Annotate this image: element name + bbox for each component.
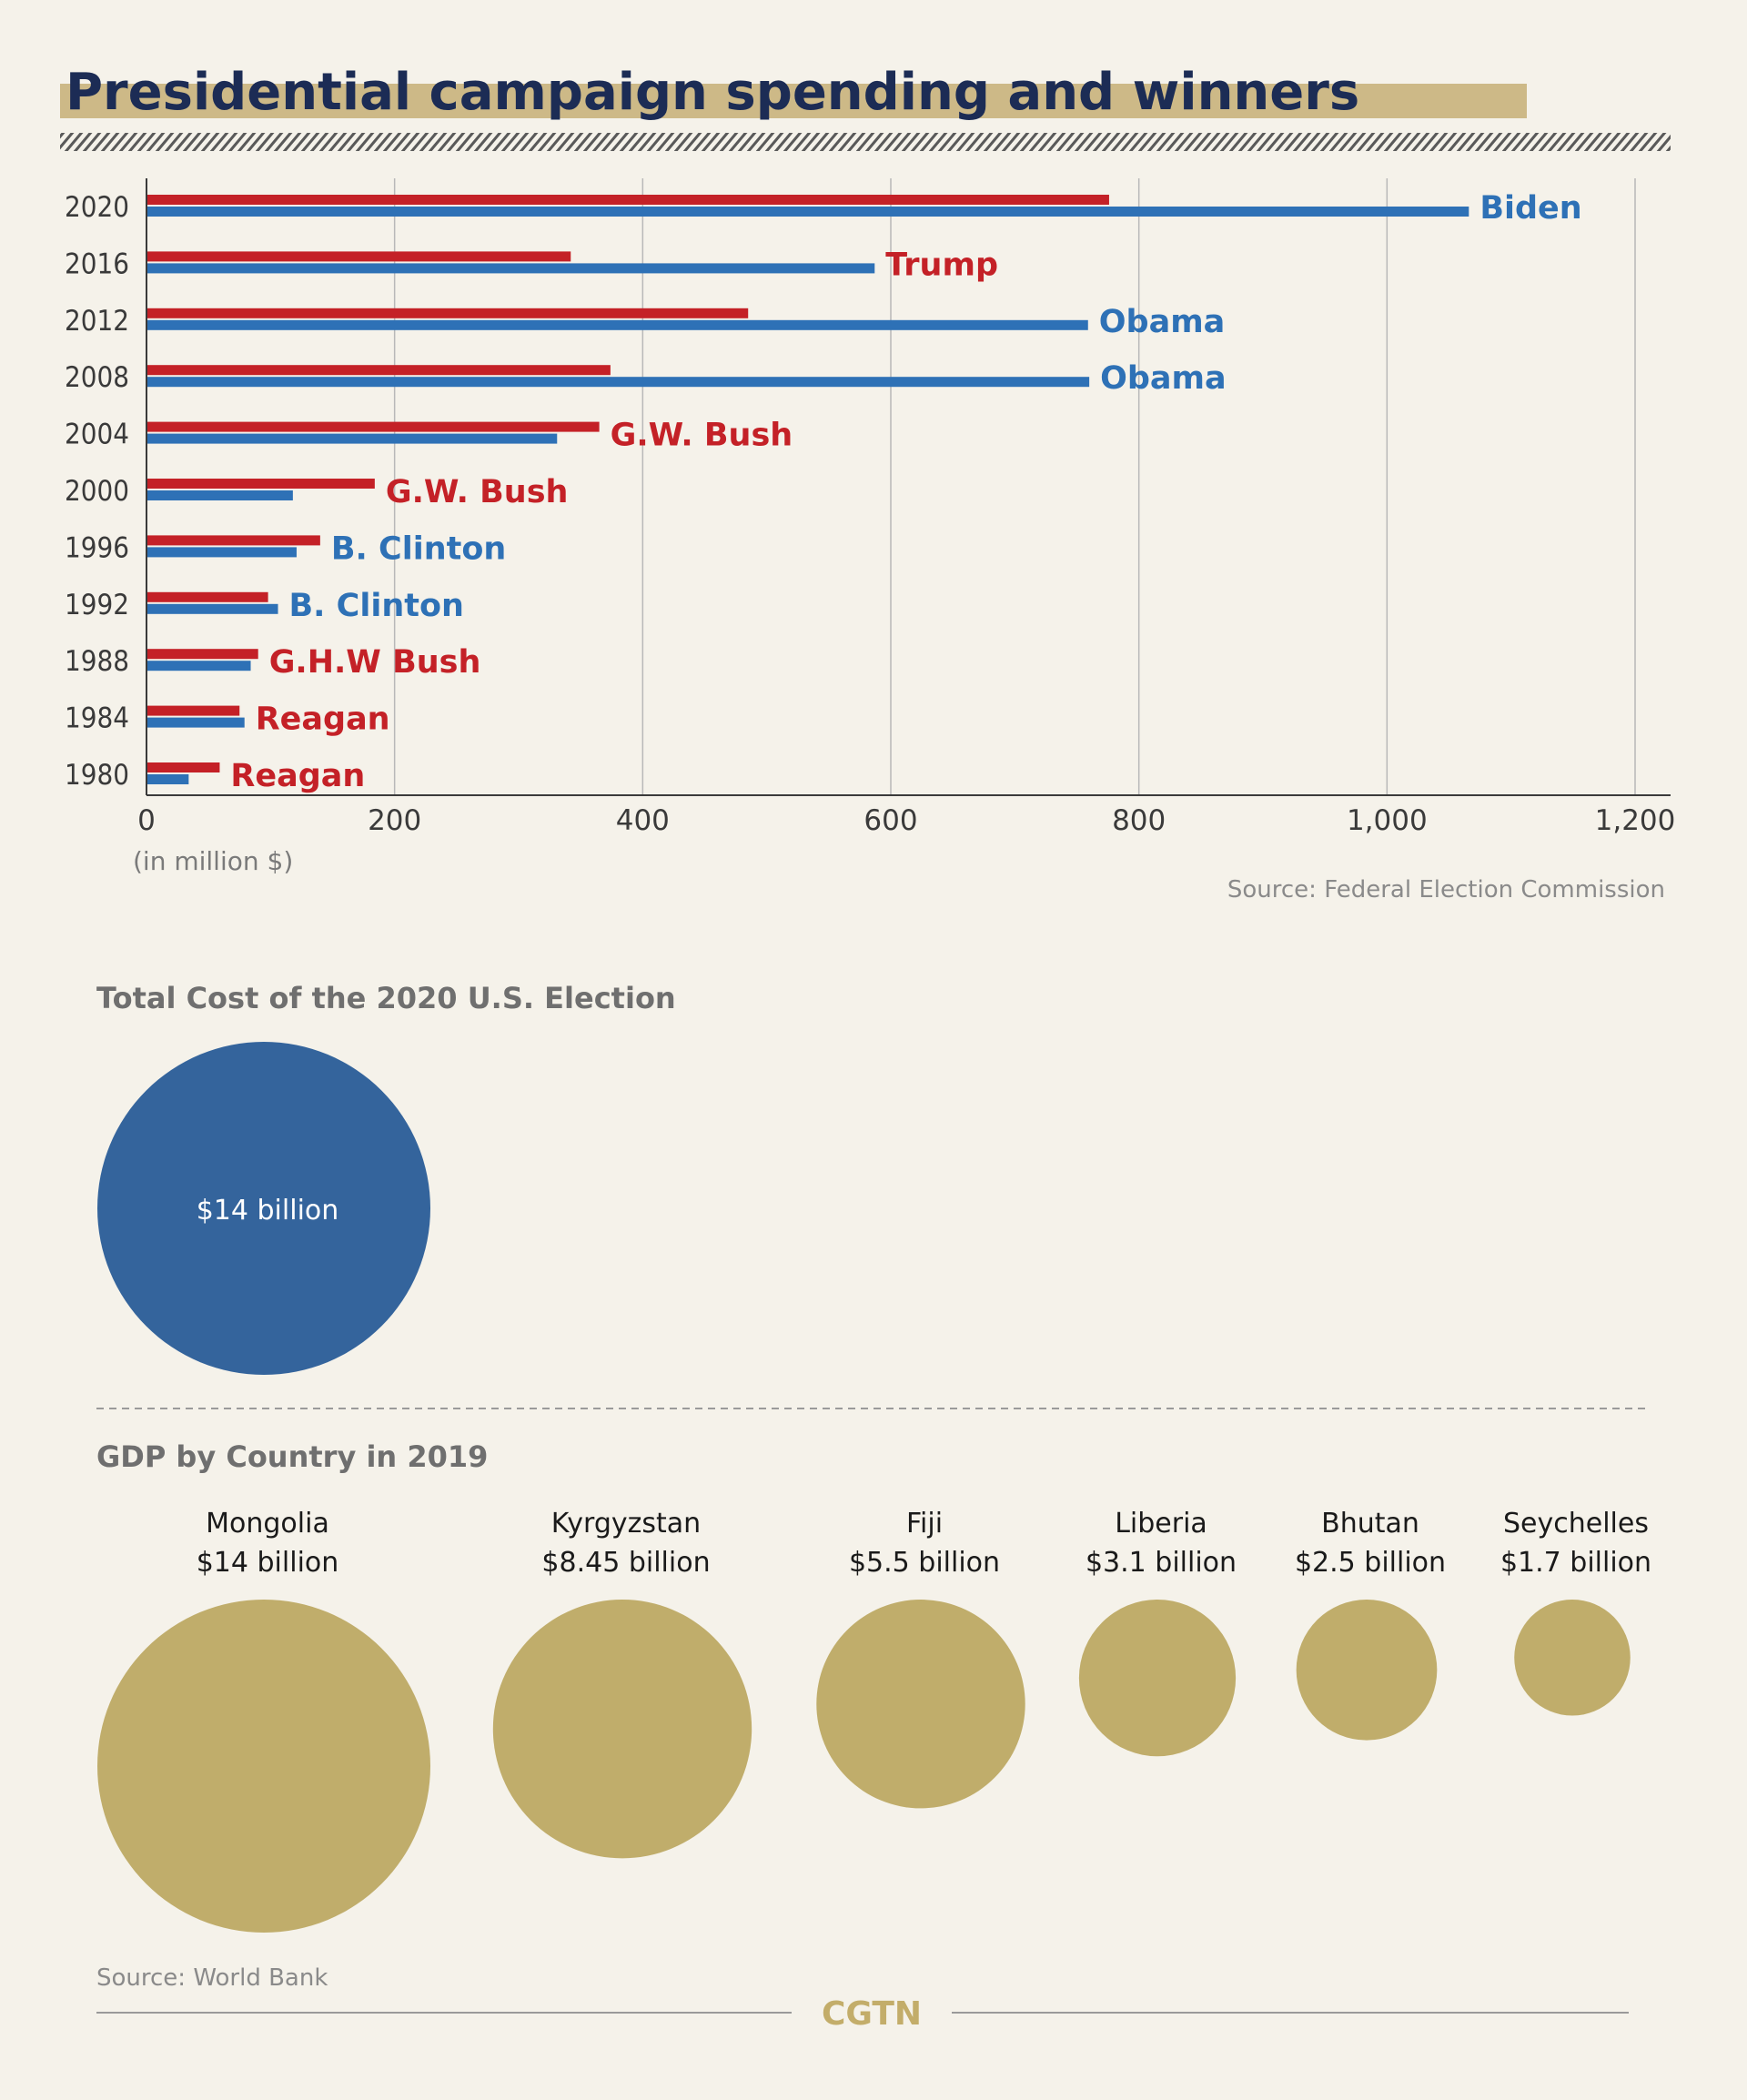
country-name: Liberia	[1115, 1508, 1207, 1540]
year-label: 2004	[65, 419, 129, 451]
year-labels: 2020 2016 2012 2008 2004 2000 1996 1992 1988 1984…	[65, 191, 129, 792]
page-title: Presidential campaign spending and winne…	[66, 63, 1359, 122]
x-tick-label: 600	[863, 804, 917, 837]
bar-red	[146, 535, 320, 546]
winner-label: Obama	[1099, 304, 1226, 340]
country-name: Fiji	[906, 1508, 943, 1540]
year-label: 2000	[65, 475, 129, 508]
bar-blue	[146, 377, 1090, 388]
bar-red	[146, 649, 258, 660]
winner-label: Obama	[1100, 360, 1227, 397]
gdp-bubble	[816, 1600, 1025, 1809]
bar-red	[146, 195, 1109, 205]
x-tick-label: 800	[1112, 804, 1166, 837]
winner-label: Biden	[1479, 190, 1581, 227]
bar-blue	[146, 717, 245, 728]
gdp-bubble	[1514, 1600, 1631, 1716]
gdp-bubbles: Mongolia $14 billion Kyrgyzstan $8.45 billi…	[97, 1508, 1651, 1933]
year-label: 1996	[65, 531, 129, 564]
gdp-heading: GDP by Country in 2019	[96, 1439, 488, 1474]
year-label: 1980	[65, 759, 129, 792]
gdp-value: $5.5 billion	[849, 1547, 1000, 1579]
bar-blue	[146, 661, 251, 671]
bar-blue	[146, 263, 875, 274]
x-tick-label: 0	[137, 804, 156, 837]
election-cost-value: $14 billion	[197, 1195, 339, 1227]
year-label: 2008	[65, 361, 129, 394]
bar-red	[146, 762, 220, 772]
bar-blue	[146, 547, 297, 558]
brand-logo: CGTN	[822, 1995, 922, 2033]
x-tick-label: 1,000	[1347, 804, 1428, 837]
gdp-value: $2.5 billion	[1295, 1547, 1446, 1579]
winner-label: Trump	[885, 247, 998, 283]
unit-label: (in million $)	[133, 846, 293, 876]
bar-red	[146, 591, 268, 602]
election-cost-bubble	[97, 1042, 430, 1375]
year-label: 1988	[65, 645, 129, 678]
bar-red	[146, 705, 240, 716]
x-tick-label: 400	[616, 804, 670, 837]
bar-red	[146, 421, 600, 432]
gdp-bubble	[1296, 1600, 1438, 1741]
hatch-divider	[60, 133, 1671, 151]
year-label: 1984	[65, 702, 129, 735]
bar-blue	[146, 207, 1469, 217]
winner-label: B. Clinton	[289, 588, 464, 624]
country-name: Bhutan	[1321, 1508, 1419, 1540]
bar-red	[146, 365, 611, 376]
winner-label: B. Clinton	[331, 530, 506, 567]
year-label: 2020	[65, 191, 129, 224]
spending-bar-chart: 0 200 400 600 800 1,000 1,200 2020 2016 2012 2008…	[65, 178, 1675, 904]
bar-blue	[146, 774, 189, 784]
x-tick-label: 200	[368, 804, 421, 837]
year-label: 2012	[65, 305, 129, 338]
bar-blue	[146, 319, 1088, 330]
winner-label: Reagan	[230, 758, 365, 794]
winner-labels: Biden Trump Obama Obama G.W. Bush G.W. Bush B.…	[230, 190, 1581, 794]
bar-red	[146, 251, 571, 262]
bar-red	[146, 308, 749, 318]
year-label: 1992	[65, 589, 129, 621]
country-name: Kyrgyzstan	[551, 1508, 701, 1540]
winner-label: Reagan	[256, 702, 390, 738]
bar-blue	[146, 490, 293, 500]
title-band	[60, 84, 1527, 118]
bar-blue	[146, 433, 558, 444]
country-name: Mongolia	[206, 1508, 329, 1540]
gdp-bubble	[97, 1600, 430, 1933]
country-name: Seychelles	[1503, 1508, 1649, 1540]
year-label: 2016	[65, 247, 129, 280]
x-tick-label: 1,200	[1595, 804, 1676, 837]
gdp-value: $14 billion	[197, 1547, 339, 1579]
bars	[146, 195, 1469, 784]
bar-chart-source: Source: Federal Election Commission	[1227, 876, 1665, 904]
winner-label: G.W. Bush	[386, 474, 569, 510]
winner-label: G.W. Bush	[611, 418, 793, 454]
gdp-bubble	[492, 1600, 752, 1859]
winner-label: G.H.W Bush	[269, 644, 481, 681]
gdp-value: $8.45 billion	[541, 1547, 710, 1579]
gdp-bubble	[1078, 1600, 1237, 1757]
gdp-value: $1.7 billion	[1500, 1547, 1651, 1579]
gdp-source: Source: World Bank	[96, 1964, 328, 1992]
bar-red	[146, 479, 375, 489]
x-ticks: 0 200 400 600 800 1,000 1,200	[137, 804, 1675, 837]
election-cost-heading: Total Cost of the 2020 U.S. Election	[96, 981, 676, 1015]
grid-lines	[393, 178, 1636, 795]
bar-blue	[146, 603, 278, 614]
gdp-value: $3.1 billion	[1086, 1547, 1237, 1579]
